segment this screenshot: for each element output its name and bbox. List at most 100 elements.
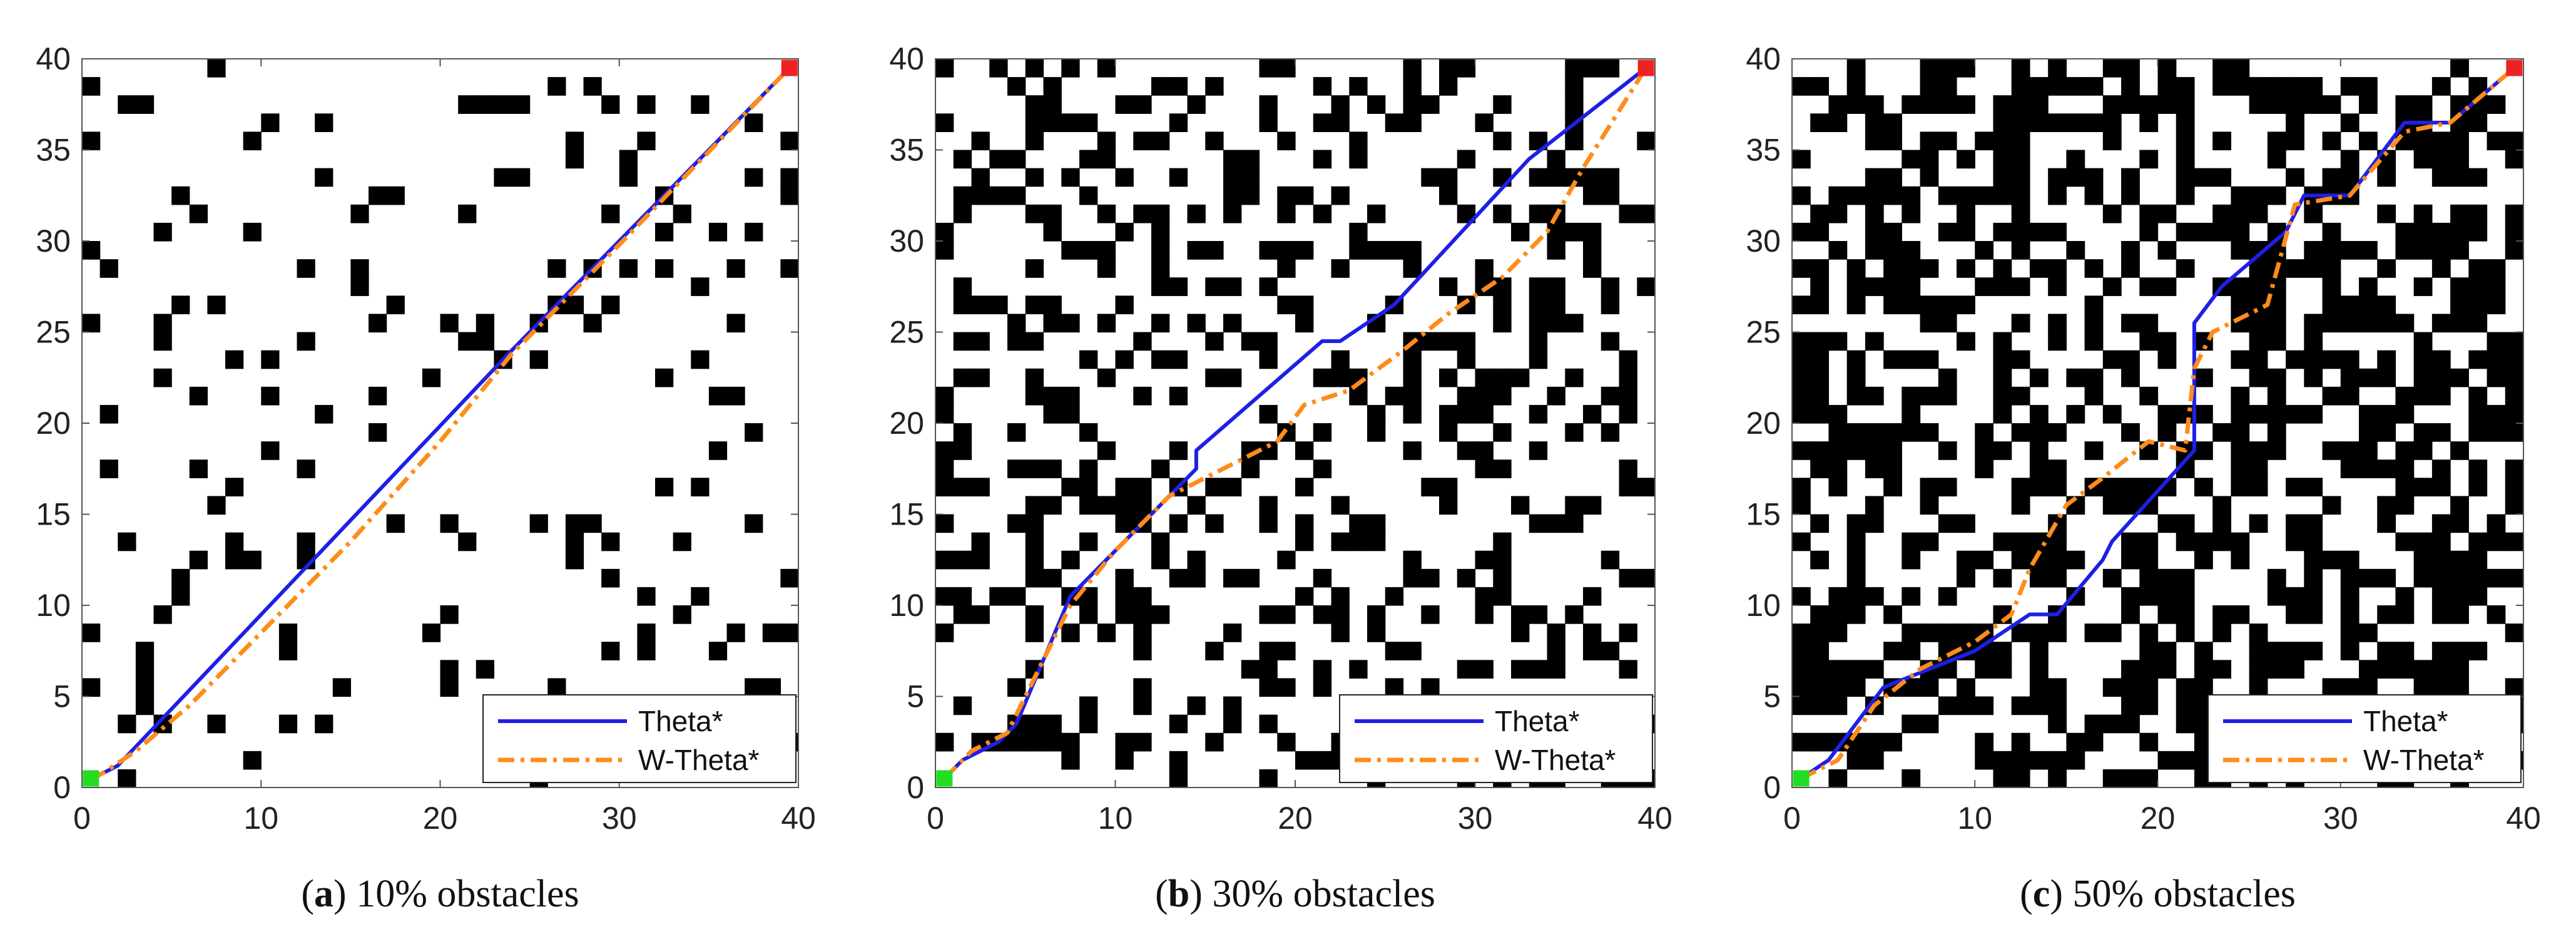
obstacle-cell (512, 95, 531, 114)
obstacle-cell (1313, 751, 1332, 770)
obstacle-cell (1133, 131, 1152, 151)
obstacle-cell (1810, 332, 1830, 351)
obstacle-cell (1828, 186, 1848, 205)
obstacle-cell (2029, 113, 2049, 132)
obstacle-cell (2304, 532, 2323, 552)
series-line-theta (1800, 66, 2516, 780)
obstacle-cell (2011, 769, 2030, 788)
obstacle-cell (2304, 568, 2323, 588)
obstacle-cell (1810, 277, 1830, 296)
obstacle-cell (1331, 95, 1350, 114)
obstacle-cell (2468, 568, 2488, 588)
obstacle-cell (1547, 295, 1565, 314)
obstacle-cell (1043, 459, 1062, 478)
obstacle-cell (2377, 568, 2396, 588)
obstacle-cell (1043, 714, 1062, 734)
legend: Theta* W-Theta* (1339, 694, 1653, 783)
obstacle-cell (1938, 295, 1957, 314)
obstacle-cell (1865, 660, 1884, 679)
y-tick-label: 0 (1763, 770, 1781, 805)
obstacle-cell (1938, 314, 1957, 333)
obstacle-cell (762, 678, 781, 697)
obstacle-cell (2487, 259, 2506, 278)
obstacle-cell (2358, 623, 2378, 642)
obstacle-cell (2102, 623, 2122, 642)
obstacle-cell (1331, 368, 1350, 387)
obstacle-cell (1313, 678, 1332, 697)
obstacle-cell (1061, 168, 1080, 187)
obstacle-cell (1828, 623, 1848, 642)
obstacle-cell (1403, 642, 1422, 660)
obstacle-cell (207, 295, 226, 314)
obstacle-cell (2048, 696, 2067, 716)
obstacle-cell (2176, 113, 2195, 132)
obstacle-cell (2157, 332, 2177, 351)
obstacle-cell (1187, 314, 1206, 333)
obstacle-cell (2157, 751, 2177, 770)
obstacle-cell (1547, 222, 1565, 242)
obstacle-cell (1133, 496, 1152, 515)
obstacle-cell (1846, 550, 1866, 570)
obstacle-cell (2139, 678, 2159, 697)
obstacle-cell (2322, 95, 2341, 114)
obstacle-cell (2011, 150, 2030, 169)
obstacle-cell (1097, 204, 1116, 223)
obstacle-cell (2048, 59, 2067, 78)
obstacle-cell (1938, 696, 1957, 716)
obstacle-cell (1993, 368, 2012, 387)
obstacle-cell (2194, 532, 2213, 552)
legend-box (482, 694, 797, 783)
x-tick-label: 0 (73, 801, 91, 836)
obstacle-cell (1259, 404, 1278, 424)
obstacle-cell (1792, 678, 1811, 697)
obstacle-cell (1957, 59, 1975, 78)
obstacle-cell (2358, 241, 2378, 260)
obstacle-cell (1151, 241, 1170, 260)
obstacle-cell (1151, 259, 1170, 278)
obstacle-cell (2212, 605, 2232, 624)
obstacle-cell (2121, 550, 2140, 570)
obstacle-cell (2011, 732, 2030, 752)
obstacle-cell (1865, 732, 1884, 752)
obstacle-cell (1007, 314, 1026, 333)
obstacle-cell (1025, 131, 1044, 151)
obstacle-cell (1792, 350, 1811, 369)
obstacle-cell (2413, 368, 2433, 387)
panel-caption: (c) 50% obstacles (2020, 873, 2296, 915)
obstacle-cell (2395, 386, 2415, 406)
obstacle-cell (2286, 514, 2304, 533)
obstacle-cell (1957, 568, 1975, 588)
obstacle-cell (2340, 568, 2360, 588)
obstacle-cell (1828, 605, 1848, 624)
obstacle-cell (1151, 314, 1170, 333)
obstacle-cell (2231, 241, 2250, 260)
obstacle-cell (1810, 259, 1830, 278)
obstacle-cell (1025, 168, 1044, 187)
obstacle-cell (989, 295, 1008, 314)
obstacle-cell (2176, 587, 2195, 606)
obstacle-cell (2231, 441, 2250, 460)
obstacle-cell (2358, 77, 2378, 96)
obstacle-cell (1792, 77, 1811, 96)
obstacle-cell (935, 241, 954, 260)
obstacle-cell (2450, 241, 2469, 260)
obstacle-cell (2286, 478, 2304, 496)
obstacle-cell (1810, 550, 1830, 570)
obstacle-cell (1828, 660, 1848, 679)
obstacle-cell (1025, 605, 1044, 624)
y-tick-label: 35 (889, 133, 924, 168)
x-tick-label: 30 (602, 801, 637, 836)
obstacle-cell (2413, 350, 2433, 369)
obstacle-cell (2139, 95, 2159, 114)
obstacle-cell (601, 295, 620, 314)
obstacle-cell (1828, 241, 1848, 260)
obstacle-cell (673, 532, 691, 552)
obstacle-cell (2340, 459, 2360, 478)
obstacle-cell (1993, 568, 2012, 588)
obstacle-cell (1025, 514, 1044, 533)
obstacle-cell (1865, 168, 1884, 187)
obstacle-cell (476, 660, 494, 679)
obstacle-cell (2048, 113, 2067, 132)
obstacle-cell (2066, 77, 2085, 96)
obstacle-cell (2249, 478, 2268, 496)
